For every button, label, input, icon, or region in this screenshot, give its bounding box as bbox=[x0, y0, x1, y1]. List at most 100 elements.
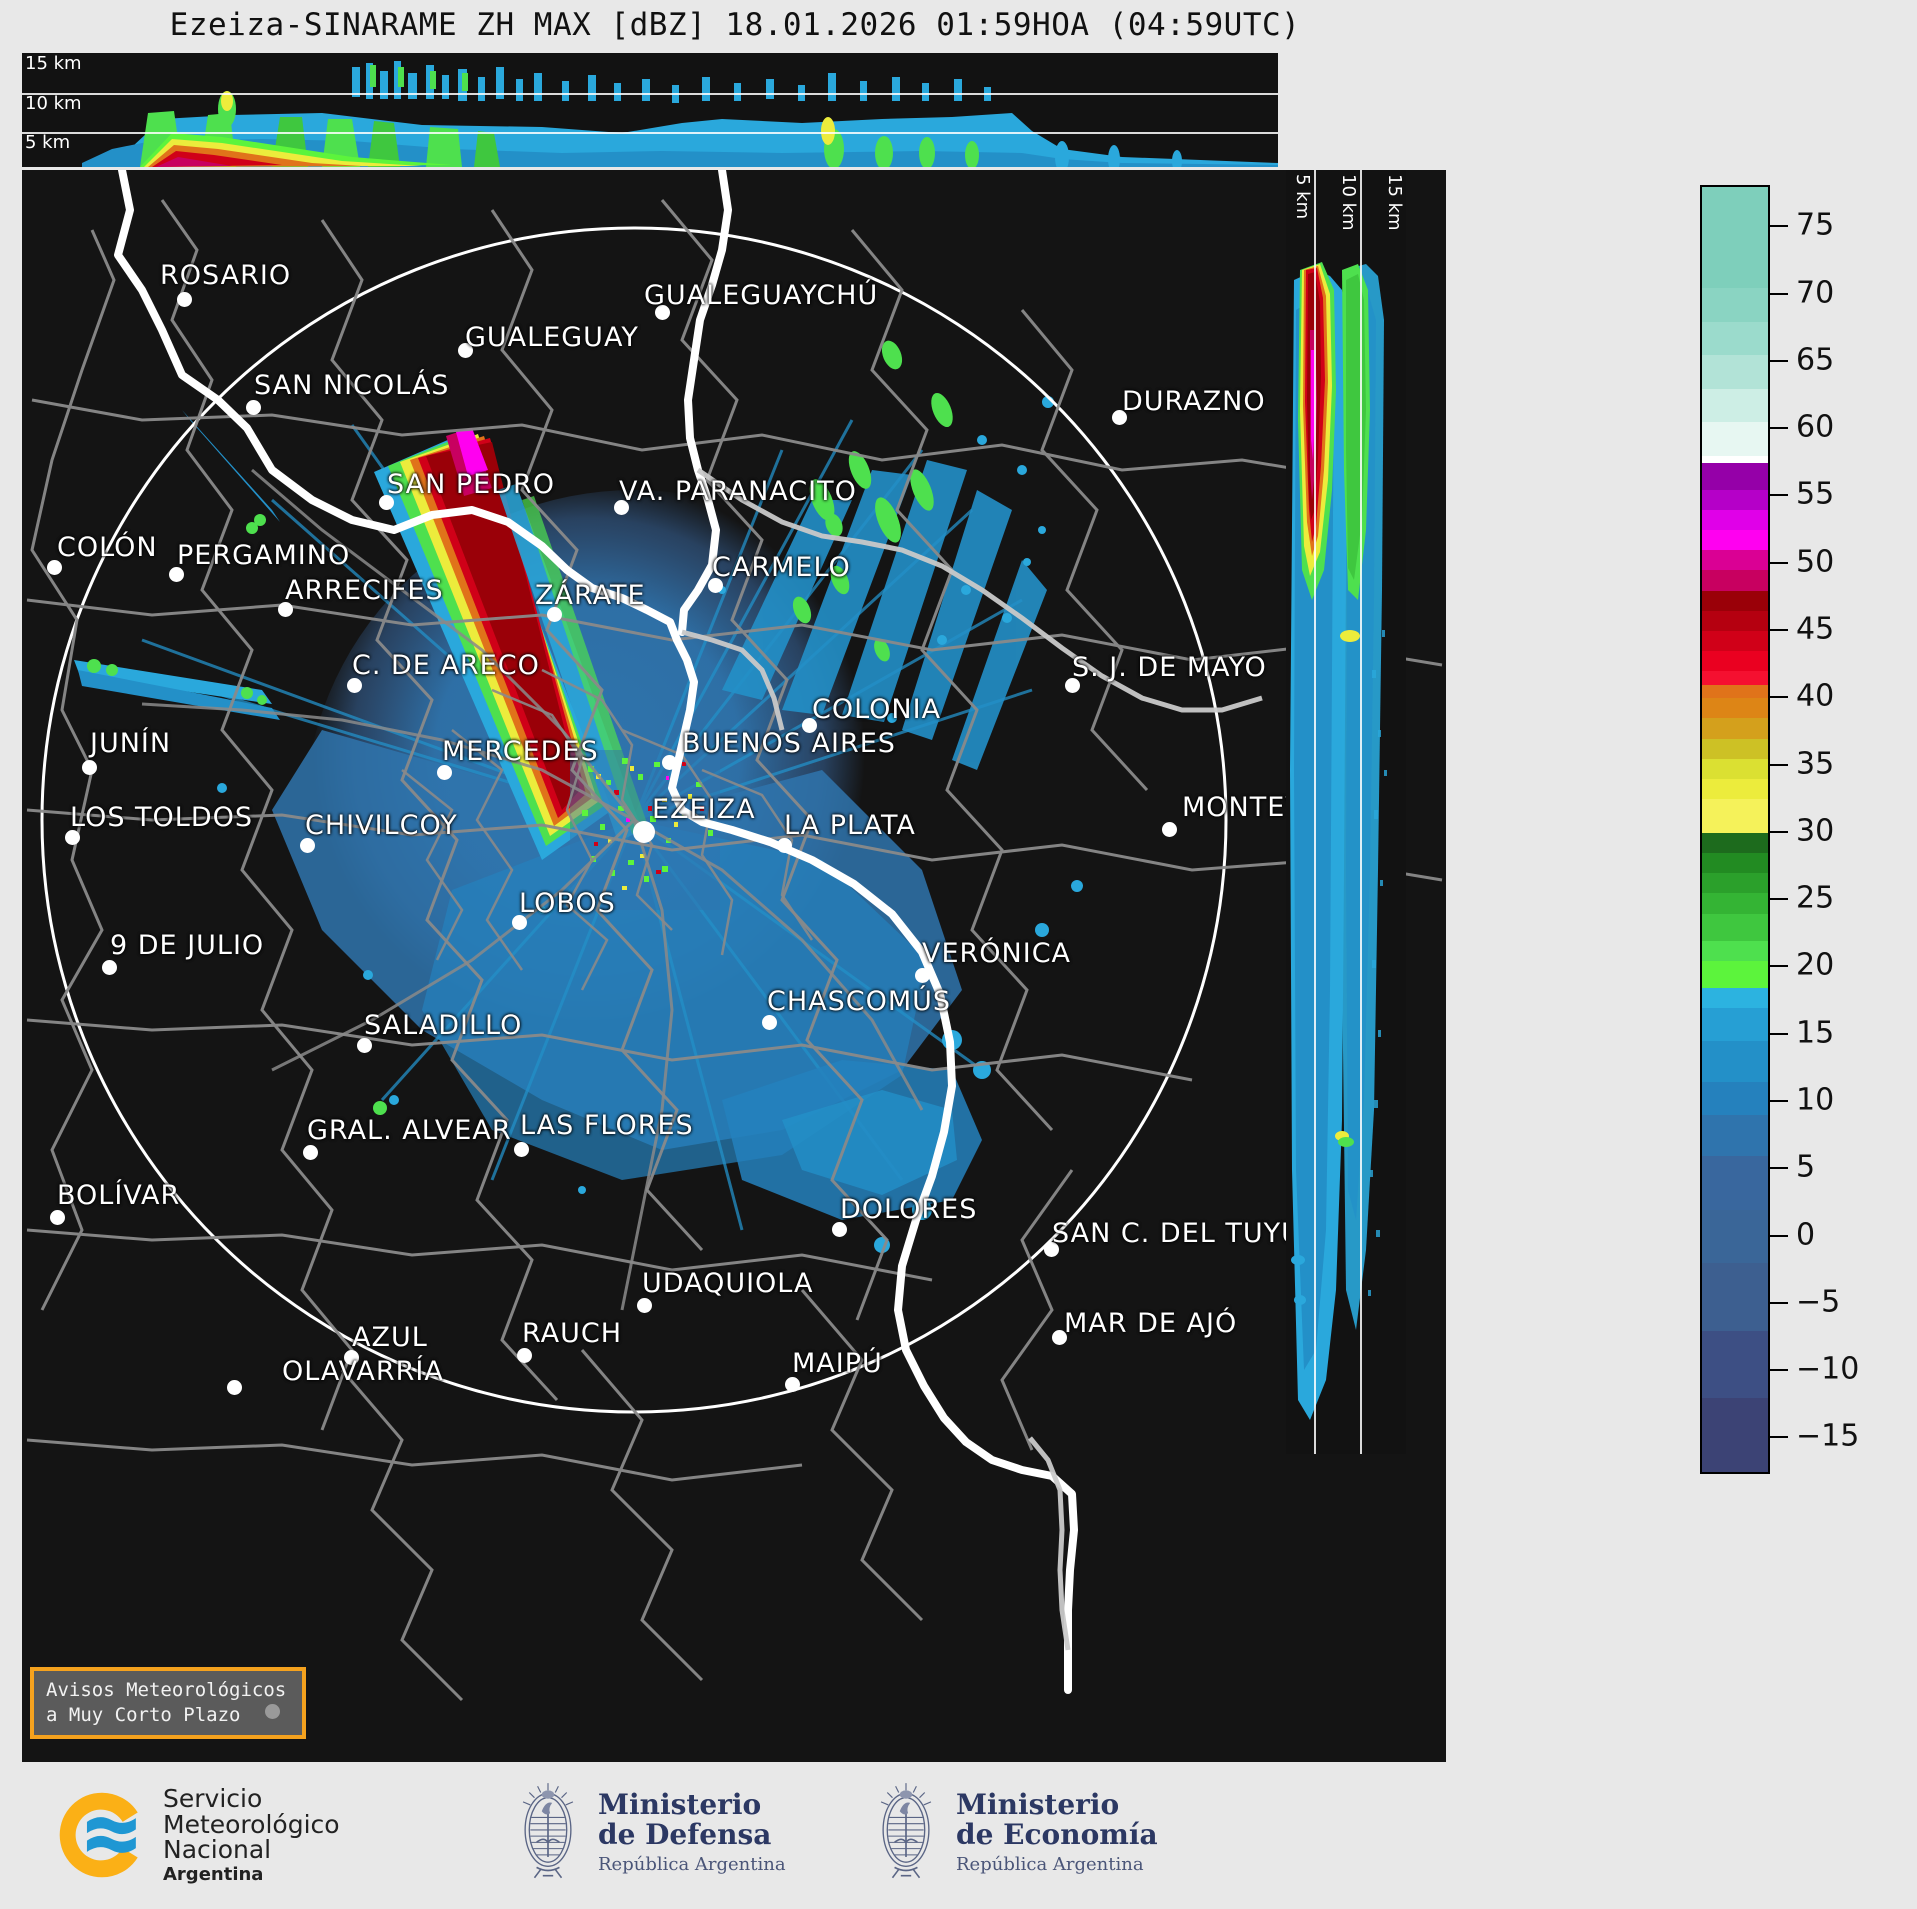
colorbar-gradient bbox=[1702, 187, 1768, 1472]
city-label-colon: COLÓN bbox=[57, 532, 158, 563]
alt-label-10km: 10 km bbox=[25, 93, 82, 114]
radar-map-panel[interactable]: ROSARIO GUALEGUAYCHÚ GUALEGUAY SAN NICOL… bbox=[22, 170, 1446, 1762]
city-marker bbox=[1162, 822, 1177, 837]
colorbar-tick-label: 70 bbox=[1796, 275, 1835, 311]
colorbar-tick-label: 55 bbox=[1796, 476, 1835, 512]
colorbar-tick bbox=[1770, 696, 1788, 699]
colorbar-tick bbox=[1770, 561, 1788, 564]
city-label-veronica: VERÓNICA bbox=[922, 938, 1072, 969]
colorbar-band bbox=[1702, 1155, 1768, 1210]
city-label-mercedes: MERCEDES bbox=[442, 736, 599, 767]
colorbar-band bbox=[1702, 1041, 1768, 1082]
smn-line-3: Nacional bbox=[163, 1835, 272, 1864]
colorbar-band bbox=[1702, 187, 1768, 221]
colorbar-band bbox=[1702, 1081, 1768, 1116]
colorbar-tick bbox=[1770, 629, 1788, 632]
colorbar-tick bbox=[1770, 1301, 1788, 1304]
colorbar-band bbox=[1702, 1263, 1768, 1331]
city-label-san-nicolas: SAN NICOLÁS bbox=[254, 370, 450, 401]
city-marker bbox=[762, 1015, 777, 1030]
colorbar-tick bbox=[1770, 1436, 1788, 1439]
colorbar-band bbox=[1702, 610, 1768, 632]
city-label-arrecifes: ARRECIFES bbox=[285, 575, 444, 606]
colorbar-band bbox=[1702, 853, 1768, 874]
colorbar-band bbox=[1702, 940, 1768, 961]
colorbar-band bbox=[1702, 987, 1768, 1008]
city-marker bbox=[708, 578, 723, 593]
alt-label-5km: 5 km bbox=[25, 132, 71, 153]
city-marker bbox=[300, 838, 315, 853]
colorbar-tick-label: 45 bbox=[1796, 611, 1835, 647]
city-marker bbox=[246, 400, 261, 415]
colorbar-band bbox=[1702, 758, 1768, 780]
colorbar-tick-label: 10 bbox=[1796, 1082, 1835, 1118]
city-marker bbox=[458, 343, 473, 358]
city-label-montevideo: MONTEV bbox=[1182, 792, 1305, 823]
city-marker bbox=[514, 1142, 529, 1157]
colorbar-band bbox=[1702, 422, 1768, 457]
city-label-buenos-aires: BUENOS AIRES bbox=[682, 728, 896, 759]
colorbar-tick bbox=[1770, 1167, 1788, 1170]
colorbar-band bbox=[1702, 738, 1768, 759]
city-marker bbox=[655, 305, 670, 320]
colorbar-tick-label: 15 bbox=[1796, 1015, 1835, 1051]
city-marker bbox=[512, 915, 527, 930]
city-label-s-j-de-mayo: S. J. DE MAYO bbox=[1072, 652, 1267, 683]
colorbar-band bbox=[1702, 799, 1768, 833]
city-marker bbox=[637, 1298, 652, 1313]
warning-badge[interactable]: Avisos Meteorológicos a Muy Corto Plazo bbox=[30, 1667, 306, 1739]
city-marker bbox=[437, 765, 452, 780]
colorbar-band bbox=[1702, 1007, 1768, 1042]
colorbar-band bbox=[1702, 651, 1768, 672]
colorbar-band bbox=[1702, 550, 1768, 571]
city-marker bbox=[662, 755, 677, 770]
colorbar-tick bbox=[1770, 763, 1788, 766]
colorbar-band bbox=[1702, 489, 1768, 510]
colorbar-band bbox=[1702, 873, 1768, 894]
colorbar-band bbox=[1702, 684, 1768, 699]
cross-section-top-panel: 15 km 10 km 5 km bbox=[22, 53, 1278, 167]
city-marker bbox=[633, 821, 655, 843]
logo-ministerio-economia: Ministerio de Economía República Argenti… bbox=[868, 1780, 1158, 1884]
colorbar-band bbox=[1702, 1330, 1768, 1398]
city-label-rosario: ROSARIO bbox=[160, 260, 292, 291]
logo-smn: Servicio Meteorológico Nacional Argentin… bbox=[55, 1786, 340, 1884]
colorbar-tick-label: 60 bbox=[1796, 409, 1835, 445]
defensa-line-2: de Defensa bbox=[598, 1818, 772, 1852]
city-marker bbox=[102, 960, 117, 975]
economia-line-3: República Argentina bbox=[956, 1853, 1144, 1875]
city-label-rauch: RAUCH bbox=[522, 1318, 623, 1349]
city-marker bbox=[65, 830, 80, 845]
city-label-durazno: DURAZNO bbox=[1122, 386, 1266, 417]
city-marker bbox=[517, 1348, 532, 1363]
city-marker bbox=[1112, 410, 1127, 425]
city-label-colonia: COLONIA bbox=[812, 694, 942, 725]
colorbar-tick bbox=[1770, 898, 1788, 901]
colorbar-tick bbox=[1770, 225, 1788, 228]
colorbar-tick bbox=[1770, 1234, 1788, 1237]
colorbar-band bbox=[1702, 1397, 1768, 1472]
economia-line-2: de Economía bbox=[956, 1818, 1158, 1852]
city-marker bbox=[50, 1210, 65, 1225]
city-label-gualeguay: GUALEGUAY bbox=[465, 322, 639, 353]
colorbar-band bbox=[1702, 893, 1768, 914]
city-label-san-c-del-tuyu: SAN C. DEL TUYÚ bbox=[1052, 1218, 1302, 1249]
city-label-9-de-julio: 9 DE JULIO bbox=[110, 930, 265, 961]
colorbar bbox=[1700, 185, 1770, 1474]
city-marker bbox=[1052, 1330, 1067, 1345]
colorbar-band bbox=[1702, 509, 1768, 531]
colorbar-band bbox=[1702, 462, 1768, 490]
colorbar-band bbox=[1702, 960, 1768, 988]
defensa-line-1: Ministerio bbox=[598, 1788, 762, 1822]
colorbar-tick-label: 50 bbox=[1796, 544, 1835, 580]
city-label-gualeguaychu: GUALEGUAYCHÚ bbox=[644, 280, 879, 311]
page-title: Ezeiza-SINARAME ZH MAX [dBZ] 18.01.2026 … bbox=[169, 7, 1301, 43]
colorbar-tick bbox=[1770, 292, 1788, 295]
city-label-san-pedro: SAN PEDRO bbox=[387, 469, 556, 500]
city-marker bbox=[1044, 1242, 1059, 1257]
colorbar-tick bbox=[1770, 427, 1788, 430]
colorbar-band bbox=[1702, 832, 1768, 854]
colorbar-band bbox=[1702, 1209, 1768, 1264]
colorbar-tick-label: 5 bbox=[1796, 1149, 1816, 1185]
colorbar-band bbox=[1702, 355, 1768, 389]
